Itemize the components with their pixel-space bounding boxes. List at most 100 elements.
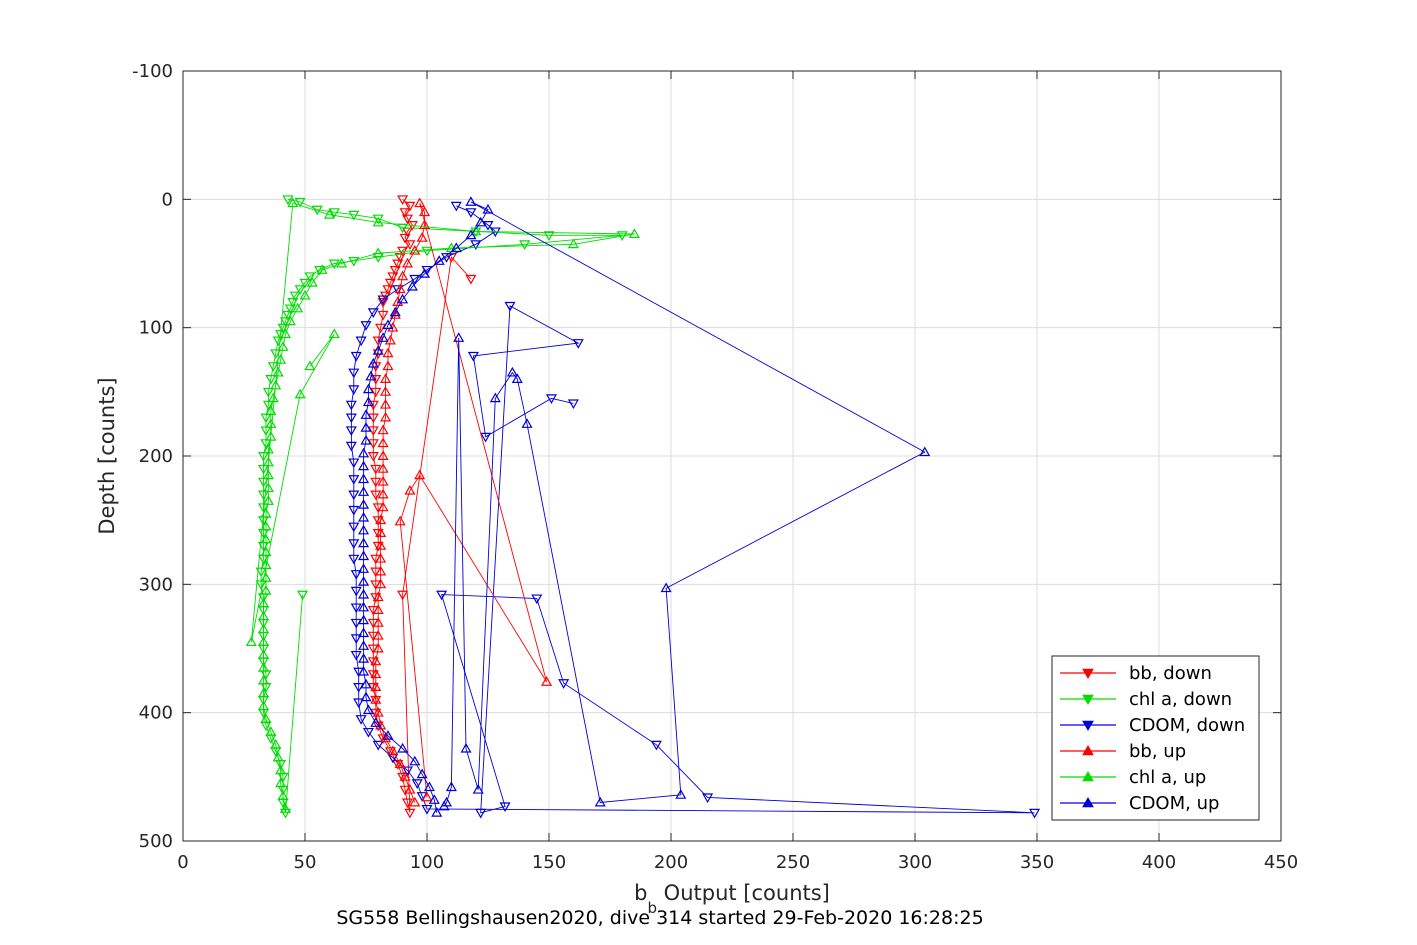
data-point: [358, 486, 370, 496]
data-point: [421, 791, 433, 802]
data-point: [345, 441, 357, 452]
data-point: [411, 779, 423, 789]
data-point: [397, 223, 409, 234]
data-point: [382, 285, 394, 295]
data-point: [367, 308, 379, 318]
data-point: [382, 360, 394, 371]
data-point: [506, 366, 518, 377]
data-point: [365, 370, 377, 381]
data-point: [284, 315, 296, 326]
data-point: [377, 475, 389, 486]
data-point: [372, 247, 384, 258]
data-point: [348, 256, 360, 267]
data-point: [567, 399, 579, 410]
data-point: [358, 653, 370, 663]
data-point: [521, 418, 533, 428]
legend-box: [1051, 655, 1260, 821]
legend-entry: CDOM, down: [1060, 715, 1245, 736]
data-point: [360, 434, 372, 445]
data-point: [270, 379, 282, 390]
data-point: [367, 439, 379, 449]
series-0: [367, 195, 477, 819]
data-point: [260, 572, 272, 582]
y-tick-label: 200: [139, 446, 173, 467]
data-point: [431, 807, 443, 817]
data-point: [379, 732, 392, 743]
data-point: [382, 347, 394, 358]
data-point: [370, 490, 382, 501]
data-point: [299, 289, 311, 300]
data-point: [358, 537, 370, 548]
data-point: [472, 783, 484, 794]
data-point: [360, 422, 372, 432]
legend-marker: [1082, 796, 1094, 808]
data-point: [436, 590, 448, 601]
x-tick-label: 100: [410, 852, 444, 873]
data-point: [409, 274, 421, 285]
data-point: [265, 431, 277, 441]
data-point: [362, 383, 374, 394]
data-point: [377, 488, 389, 499]
data-point: [362, 727, 374, 738]
data-point: [370, 477, 382, 488]
data-point: [348, 385, 360, 395]
legend-label: bb, down: [1129, 663, 1212, 684]
series-2: [345, 201, 1041, 819]
data-point: [419, 206, 431, 217]
data-point: [375, 578, 387, 589]
data-point: [275, 354, 287, 364]
data-point: [358, 473, 370, 484]
data-point: [397, 590, 409, 601]
data-point: [377, 463, 389, 473]
data-point: [475, 216, 487, 227]
data-point: [294, 388, 306, 399]
data-point: [297, 590, 309, 601]
data-point: [350, 634, 362, 644]
data-point: [453, 332, 465, 342]
data-point: [277, 341, 289, 351]
data-point: [465, 274, 477, 285]
legend-entry: CDOM, up: [1060, 793, 1219, 814]
data-point: [262, 495, 274, 505]
y-axis-label: Depth [counts]: [95, 377, 119, 534]
data-point: [260, 546, 272, 557]
data-point: [260, 585, 272, 595]
data-point: [541, 676, 553, 686]
data-point: [397, 195, 409, 206]
data-point: [292, 302, 304, 313]
data-point: [350, 586, 362, 597]
data-point: [401, 766, 414, 777]
figure-caption: SG558 Bellingshausen2020, dive 314 start…: [336, 907, 983, 929]
data-point: [358, 524, 370, 535]
data-point: [445, 781, 457, 792]
x-tick-label: 150: [532, 852, 566, 873]
data-point: [262, 469, 274, 480]
data-point: [358, 550, 370, 561]
data-point: [277, 790, 289, 801]
data-point: [377, 424, 389, 435]
data-point: [572, 339, 584, 349]
data-point: [367, 413, 379, 424]
data-point: [387, 272, 399, 283]
data-point: [384, 334, 396, 345]
data-point: [348, 554, 360, 565]
data-point: [397, 293, 409, 304]
data-point: [287, 298, 299, 308]
data-point: [350, 603, 362, 614]
y-tick-label: 500: [139, 831, 173, 852]
data-point: [350, 650, 362, 661]
data-point: [382, 319, 394, 330]
data-point: [262, 387, 274, 398]
data-point: [650, 740, 662, 751]
data-point: [379, 411, 392, 422]
data-point: [394, 515, 406, 526]
data-point: [375, 552, 387, 563]
data-point: [272, 336, 284, 347]
data-point: [372, 642, 384, 653]
data-point: [358, 614, 370, 625]
data-point: [257, 649, 270, 659]
data-point: [257, 623, 270, 634]
data-point: [438, 800, 450, 811]
data-point: [355, 715, 367, 725]
data-point: [367, 357, 379, 368]
